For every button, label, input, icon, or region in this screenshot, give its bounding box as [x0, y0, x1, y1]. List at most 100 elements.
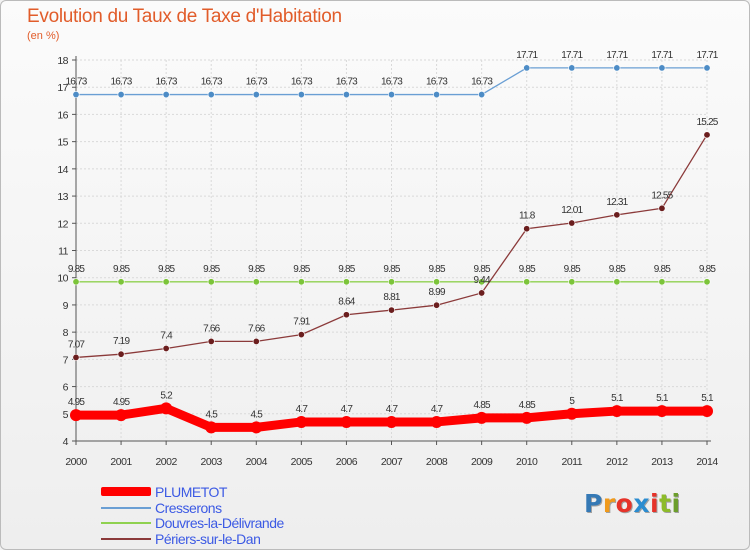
legend-swatch-periers — [101, 537, 151, 540]
point-cresserons-2005 — [297, 91, 305, 99]
point-cresserons-2013 — [658, 64, 666, 72]
point-douvres-la-de-livrande-2001 — [117, 278, 125, 286]
point-plumetot-2008 — [430, 415, 443, 428]
xtick-label-2010: 2010 — [516, 456, 538, 468]
data-label-cresserons-2013: 17.71 — [651, 50, 673, 61]
legend-swatch-plumetot — [101, 487, 151, 496]
data-label-cresserons-2010: 17.71 — [516, 50, 538, 61]
point-douvres-la-de-livrande-2003 — [207, 278, 215, 286]
point-plumetot-2012 — [610, 405, 623, 418]
data-label-cresserons-2004: 16.73 — [246, 77, 268, 88]
ytick-label-6: 6 — [63, 382, 69, 394]
data-label-pe-riers-sur-le-dan-2004: 7.66 — [248, 323, 266, 334]
point-douvres-la-de-livrande-2008 — [433, 278, 441, 286]
data-label-douvres-la-de-livrande-2008: 9.85 — [428, 264, 446, 275]
series-cresserons — [72, 64, 711, 99]
point-pe-riers-sur-le-dan-2009 — [478, 289, 486, 297]
point-pe-riers-sur-le-dan-2005 — [297, 331, 305, 339]
data-label-cresserons-2007: 16.73 — [381, 77, 403, 88]
ytick-label-17: 17 — [57, 82, 68, 94]
data-label-douvres-la-de-livrande-2013: 9.85 — [654, 264, 672, 275]
point-cresserons-2001 — [117, 91, 125, 99]
xtick-label-2003: 2003 — [201, 456, 223, 468]
data-label-douvres-la-de-livrande-2001: 9.85 — [113, 264, 131, 275]
data-label-plumetot-2004: 4.5 — [251, 409, 264, 420]
data-label-plumetot-2011: 5 — [569, 396, 575, 407]
data-label-pe-riers-sur-le-dan-2000: 7.07 — [68, 339, 86, 350]
data-label-pe-riers-sur-le-dan-2003: 7.66 — [203, 323, 221, 334]
point-douvres-la-de-livrande-2000 — [72, 278, 80, 286]
point-plumetot-2002 — [160, 402, 173, 415]
ytick-label-5: 5 — [63, 409, 69, 421]
ytick-label-14: 14 — [57, 164, 68, 176]
legend-label-periers: Périers-sur-le-Dan — [155, 530, 261, 547]
data-label-pe-riers-sur-le-dan-2009: 9.44 — [474, 275, 492, 286]
point-plumetot-2004 — [250, 421, 263, 434]
series-douvres-la-de-livrande — [72, 278, 711, 286]
ytick-label-16: 16 — [57, 109, 68, 121]
ytick-label-8: 8 — [63, 327, 69, 339]
xtick-label-2013: 2013 — [651, 456, 673, 468]
data-label-plumetot-2005: 4.7 — [296, 404, 309, 415]
point-pe-riers-sur-le-dan-2007 — [387, 306, 395, 314]
point-cresserons-2004 — [252, 91, 260, 99]
point-douvres-la-de-livrande-2014 — [703, 278, 711, 286]
data-label-plumetot-2010: 4.85 — [519, 400, 537, 411]
ytick-label-13: 13 — [57, 191, 68, 203]
point-cresserons-2014 — [703, 64, 711, 72]
point-douvres-la-de-livrande-2006 — [342, 278, 350, 286]
legend-label-douvres: Douvres-la-Délivrande — [155, 515, 284, 531]
point-pe-riers-sur-le-dan-2013 — [658, 204, 666, 212]
data-label-plumetot-2012: 5.1 — [611, 393, 624, 404]
point-pe-riers-sur-le-dan-2014 — [703, 131, 711, 139]
data-label-pe-riers-sur-le-dan-2008: 8.99 — [428, 287, 446, 298]
logo-letter: i — [671, 489, 681, 518]
point-douvres-la-de-livrande-2007 — [387, 278, 395, 286]
point-pe-riers-sur-le-dan-2011 — [568, 219, 576, 227]
point-cresserons-2009 — [478, 91, 486, 99]
data-label-douvres-la-de-livrande-2009: 9.85 — [474, 264, 492, 275]
data-label-pe-riers-sur-le-dan-2011: 12.01 — [561, 205, 583, 216]
data-label-pe-riers-sur-le-dan-2005: 7.91 — [293, 317, 311, 328]
data-label-douvres-la-de-livrande-2011: 9.85 — [564, 264, 582, 275]
data-label-plumetot-2007: 4.7 — [386, 404, 399, 415]
data-label-cresserons-2011: 17.71 — [561, 50, 583, 61]
xtick-label-2001: 2001 — [110, 456, 132, 468]
point-pe-riers-sur-le-dan-2012 — [613, 211, 621, 219]
data-label-plumetot-2006: 4.7 — [341, 404, 354, 415]
logo-letter: x — [633, 489, 650, 518]
point-plumetot-2003 — [205, 421, 218, 434]
point-plumetot-2010 — [520, 411, 533, 424]
series-pe-riers-sur-le-dan — [72, 131, 711, 361]
point-plumetot-2001 — [115, 409, 128, 422]
data-label-cresserons-2002: 16.73 — [156, 77, 178, 88]
legend-swatch-cresserons — [101, 506, 151, 509]
data-label-pe-riers-sur-le-dan-2007: 8.81 — [383, 292, 401, 303]
legend-label-plumetot: PLUMETOT — [155, 484, 227, 500]
point-pe-riers-sur-le-dan-2004 — [252, 337, 260, 345]
xtick-label-2012: 2012 — [606, 456, 628, 468]
data-label-cresserons-2005: 16.73 — [291, 77, 313, 88]
data-label-plumetot-2013: 5.1 — [656, 393, 669, 404]
data-label-plumetot-2009: 4.85 — [474, 400, 492, 411]
data-label-douvres-la-de-livrande-2002: 9.85 — [158, 264, 176, 275]
chart-title: Evolution du Taux de Taxe d'Habitation — [27, 6, 342, 27]
grid — [75, 59, 708, 442]
point-douvres-la-de-livrande-2011 — [568, 278, 576, 286]
point-douvres-la-de-livrande-2009 — [478, 278, 486, 286]
point-douvres-la-de-livrande-2005 — [297, 278, 305, 286]
ytick-label-11: 11 — [58, 246, 69, 258]
xtick-label-2007: 2007 — [381, 456, 403, 468]
data-label-douvres-la-de-livrande-2004: 9.85 — [248, 264, 266, 275]
ytick-label-4: 4 — [63, 436, 69, 448]
unit-label: (en %) — [27, 30, 60, 42]
xtick-label-2000: 2000 — [65, 456, 87, 468]
point-plumetot-2011 — [565, 407, 578, 420]
point-cresserons-2006 — [342, 91, 350, 99]
data-label-douvres-la-de-livrande-2007: 9.85 — [383, 264, 401, 275]
logo-letter: t — [659, 489, 672, 518]
xtick-label-2005: 2005 — [291, 456, 313, 468]
xtick-label-2006: 2006 — [336, 456, 358, 468]
data-label-douvres-la-de-livrande-2010: 9.85 — [519, 264, 537, 275]
point-plumetot-2000 — [70, 409, 82, 422]
